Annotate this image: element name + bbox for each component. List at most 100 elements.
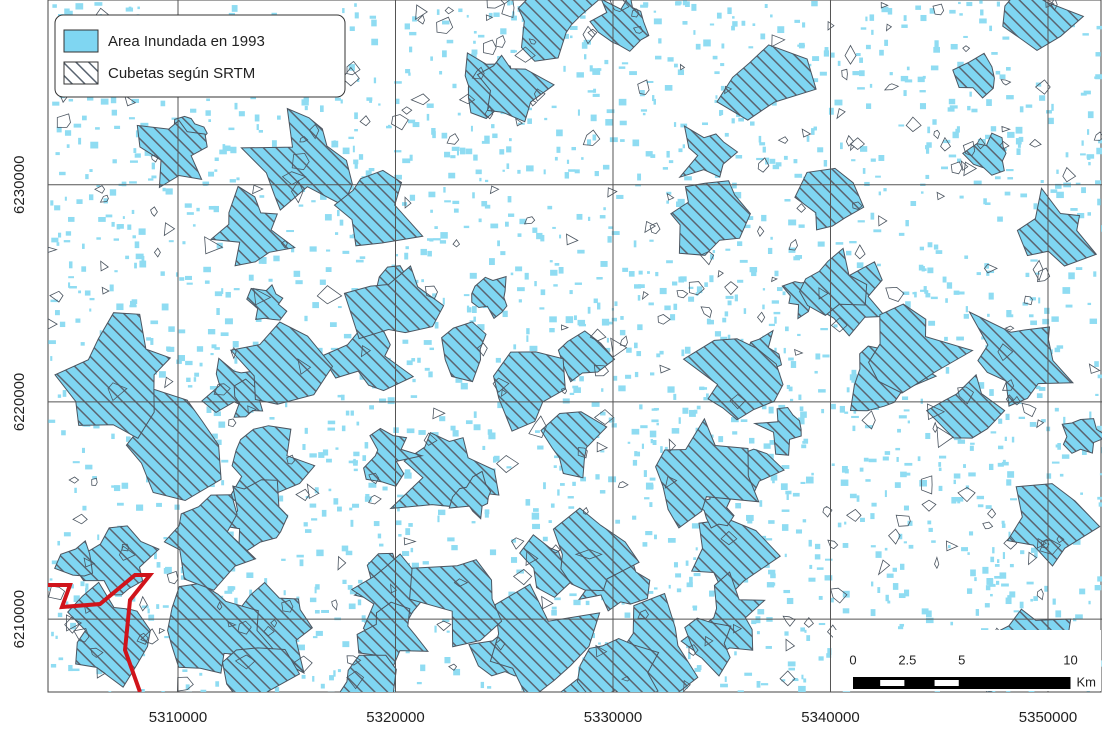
flooded-speck <box>675 1 681 6</box>
flooded-speck <box>963 35 968 38</box>
flooded-speck <box>1097 496 1102 500</box>
flooded-speck <box>1094 585 1102 591</box>
flooded-speck <box>526 335 529 342</box>
srtm-small-basin <box>346 655 362 666</box>
flooded-speck <box>114 270 118 273</box>
flooded-speck <box>1025 272 1030 278</box>
flooded-speck <box>670 314 676 321</box>
srtm-basin <box>517 0 600 62</box>
srtm-small-basin <box>281 171 307 186</box>
flooded-speck <box>442 618 450 623</box>
flooded-speck <box>862 168 866 174</box>
flooded-speck <box>643 2 649 7</box>
legend: Area Inundada en 1993 Cubetas según SRTM <box>54 14 346 98</box>
srtm-small-basin <box>228 418 237 428</box>
flooded-speck <box>553 465 557 468</box>
flooded-speck <box>794 19 800 23</box>
srtm-small-basin <box>158 627 166 635</box>
flooded-speck <box>819 71 827 76</box>
flooded-speck <box>214 291 223 297</box>
flooded-speck <box>925 145 929 150</box>
flooded-speck <box>379 543 384 547</box>
flooded-speck <box>433 238 441 241</box>
flooded-speck <box>1082 33 1089 36</box>
flooded-speck <box>772 476 775 484</box>
flooded-speck <box>1009 591 1016 598</box>
srtm-small-basin <box>68 476 80 484</box>
flooded-speck <box>632 515 637 520</box>
flooded-speck <box>554 156 558 161</box>
flooded-speck <box>812 78 819 83</box>
flooded-speck <box>434 226 438 230</box>
flooded-speck <box>348 460 356 464</box>
flooded-speck <box>802 440 806 444</box>
flooded-speck <box>428 191 436 198</box>
flooded-speck <box>208 119 212 123</box>
flooded-speck <box>311 200 316 203</box>
flooded-speck <box>792 492 800 497</box>
flooded-speck <box>592 134 597 141</box>
flooded-speck <box>248 274 254 281</box>
flooded-speck <box>258 129 263 133</box>
flooded-speck <box>783 155 788 160</box>
flooded-speck <box>409 46 413 53</box>
flooded-speck <box>249 589 253 596</box>
srtm-small-basin <box>596 441 609 453</box>
flooded-speck <box>815 353 821 360</box>
srtm-small-basin <box>1037 267 1051 283</box>
srtm-small-basin <box>827 20 835 31</box>
flooded-speck <box>577 109 580 116</box>
srtm-small-basin <box>589 328 607 342</box>
flooded-speck <box>771 102 777 106</box>
flooded-speck <box>956 126 960 133</box>
flooded-speck <box>455 377 463 383</box>
flooded-speck <box>74 487 77 493</box>
flooded-speck <box>537 445 544 450</box>
flooded-speck <box>781 465 790 469</box>
flooded-speck <box>908 544 914 549</box>
flooded-speck <box>56 126 62 133</box>
flooded-speck <box>59 321 66 328</box>
flooded-speck <box>214 169 218 172</box>
flooded-speck <box>1039 95 1046 101</box>
flooded-speck <box>793 159 798 164</box>
flooded-speck <box>649 239 654 242</box>
srtm-basin <box>655 417 760 529</box>
flooded-speck <box>743 308 747 314</box>
flooded-speck <box>645 151 653 157</box>
flooded-speck <box>371 38 379 46</box>
flooded-speck <box>806 635 811 641</box>
flooded-speck <box>574 282 582 285</box>
x-tick-label: 5310000 <box>149 709 207 726</box>
srtm-small-basin <box>270 619 278 628</box>
flooded-speck <box>680 123 688 128</box>
flooded-speck <box>818 656 824 661</box>
flooded-speck <box>326 249 331 252</box>
srtm-small-basin <box>1023 295 1033 306</box>
y-tick-label: 6230000 <box>11 156 28 214</box>
flooded-speck <box>983 198 987 205</box>
flooded-speck <box>622 267 629 272</box>
srtm-small-basin <box>920 475 933 495</box>
flooded-speck <box>580 476 587 482</box>
srtm-small-basin <box>962 45 971 53</box>
flooded-speck <box>959 13 963 16</box>
srtm-small-basin <box>227 620 237 628</box>
flooded-speck <box>1030 547 1038 553</box>
srtm-small-basin <box>932 3 945 16</box>
flooded-speck <box>450 155 456 159</box>
flooded-speck <box>186 377 191 383</box>
flooded-speck <box>923 286 927 291</box>
flooded-speck <box>1020 550 1025 555</box>
flooded-speck <box>903 472 911 476</box>
flooded-speck <box>436 9 440 15</box>
flooded-speck <box>440 232 448 239</box>
flooded-speck <box>968 472 976 477</box>
flooded-speck <box>420 664 426 672</box>
flooded-speck <box>793 256 800 261</box>
flooded-speck <box>774 270 779 277</box>
flooded-speck <box>515 266 523 272</box>
flooded-speck <box>204 280 210 284</box>
flooded-speck <box>58 657 64 661</box>
